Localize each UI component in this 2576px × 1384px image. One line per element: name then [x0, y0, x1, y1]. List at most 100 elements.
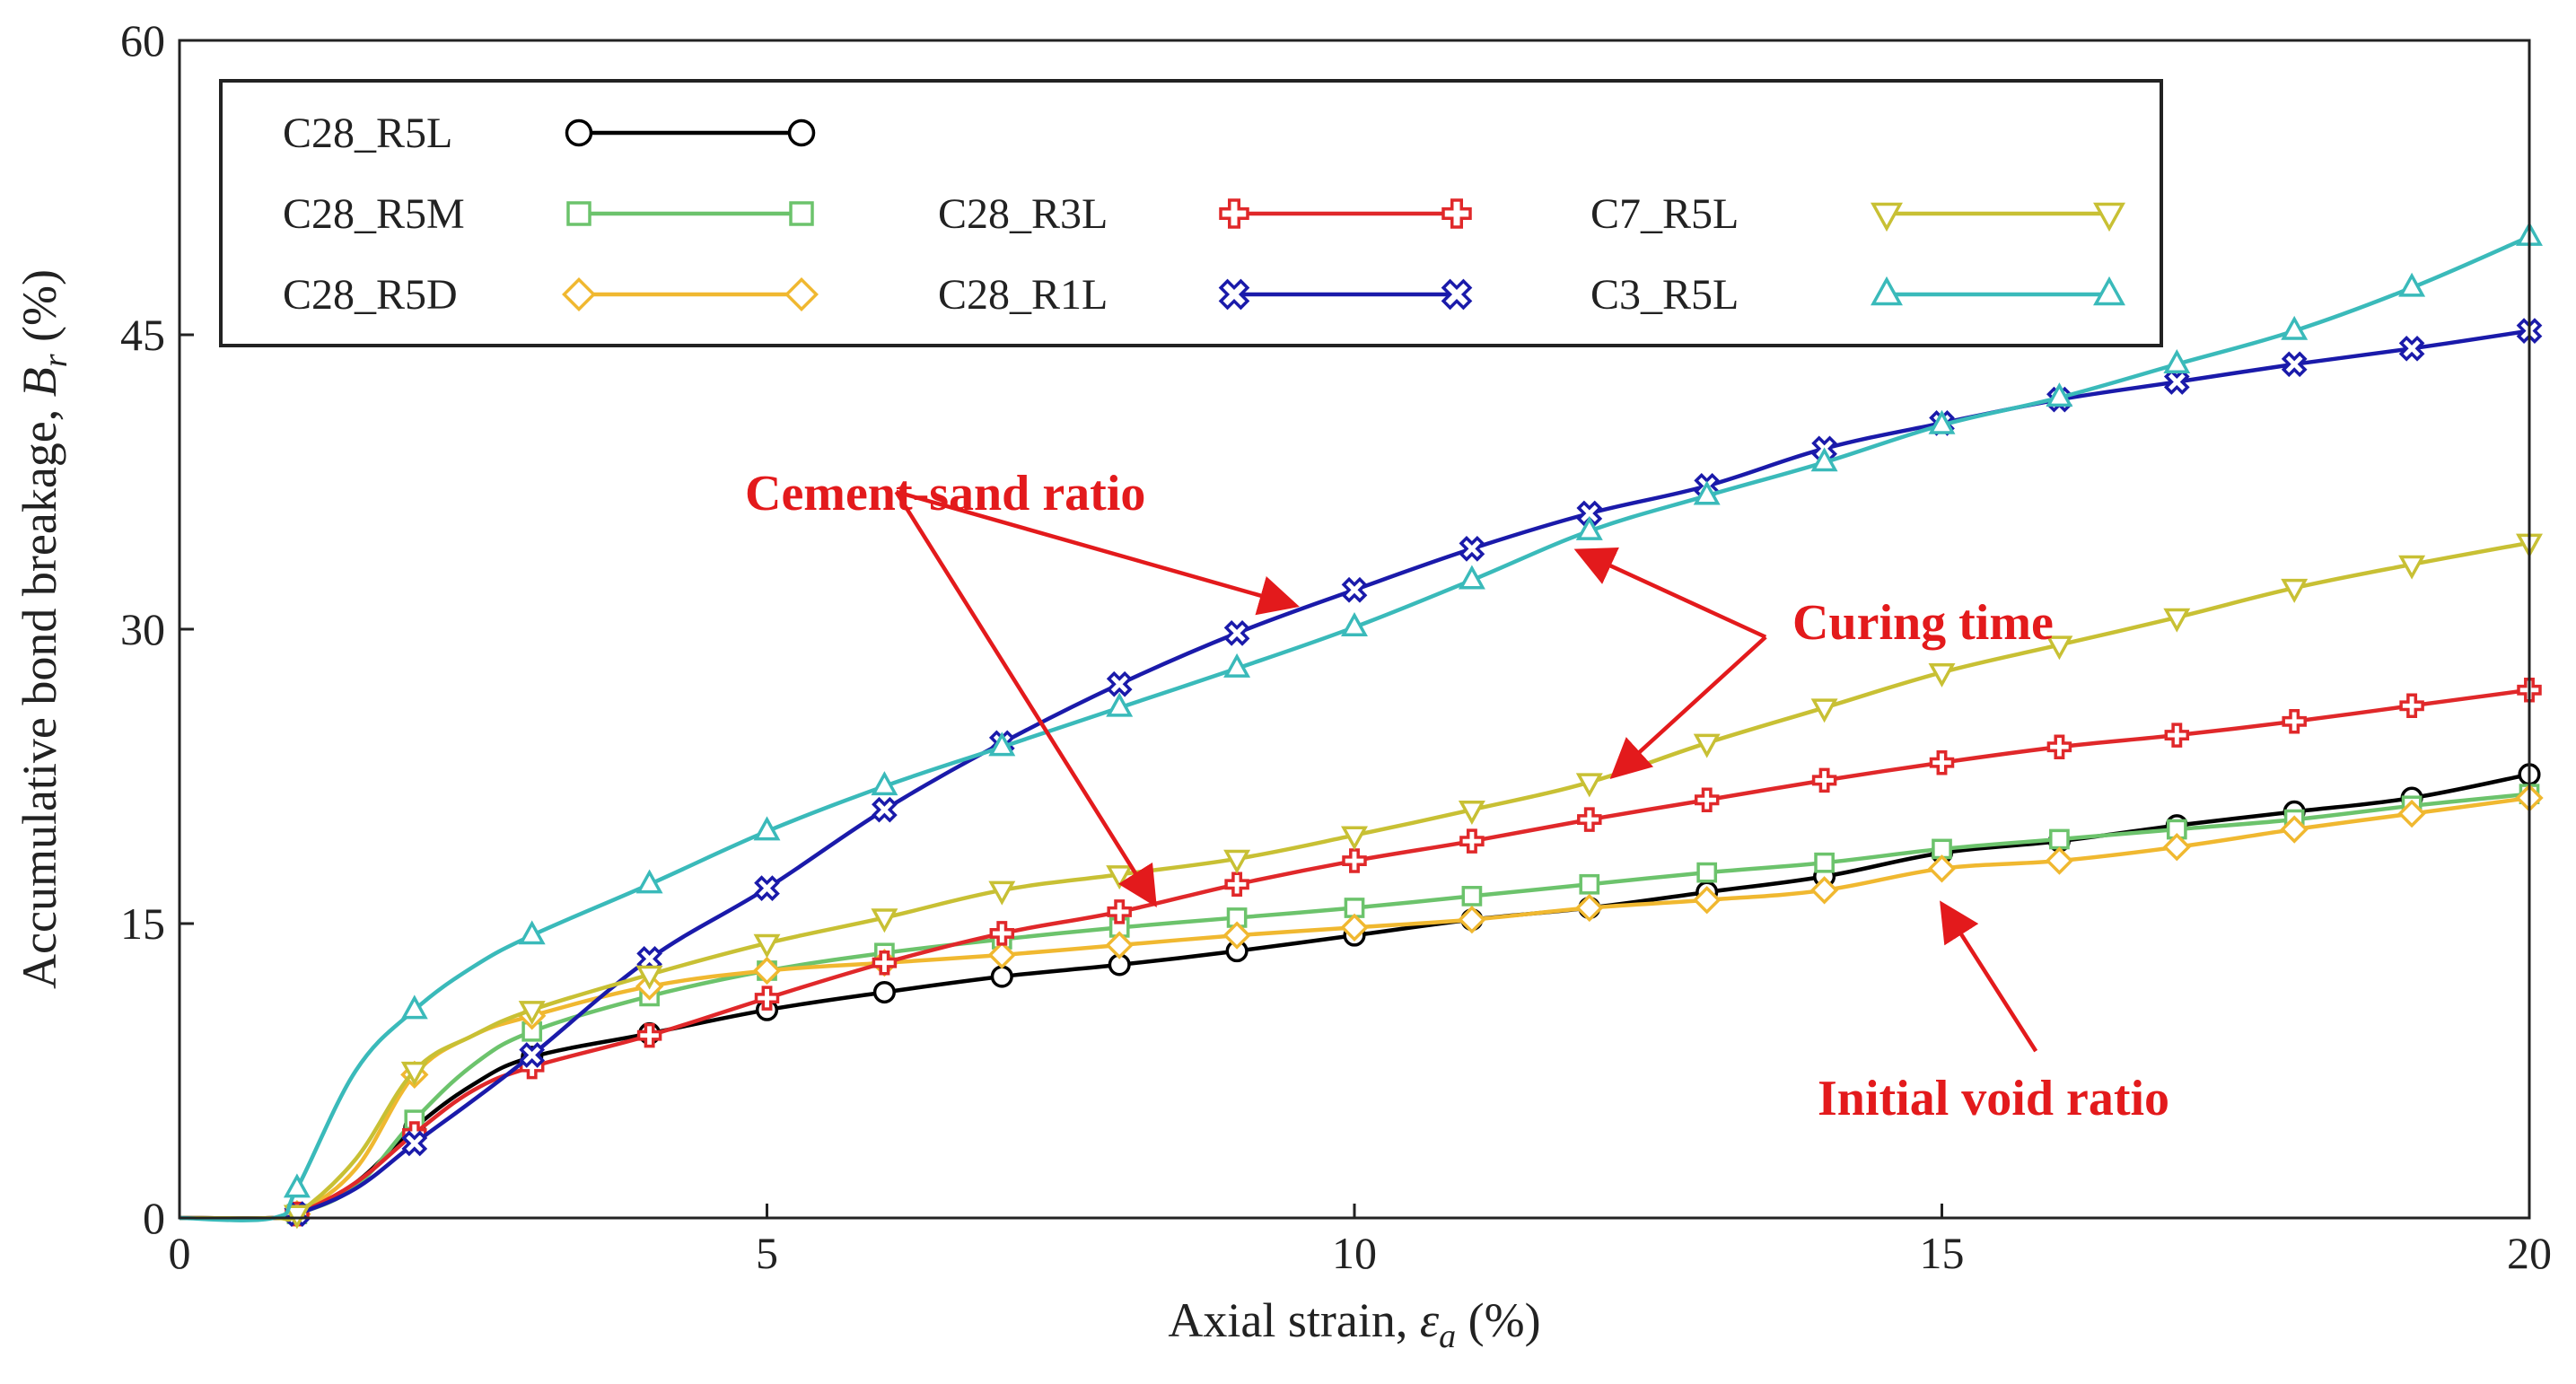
plus-marker [2399, 693, 2424, 719]
triangle-down-marker [2398, 555, 2426, 580]
legend-box [219, 79, 2163, 347]
annotation-arrow [895, 489, 1300, 616]
y-tick-label: 45 [120, 310, 165, 360]
triangle-up-marker [2163, 348, 2191, 373]
legend-label: C28_R3L [938, 190, 1108, 238]
series-layer [179, 221, 2544, 1230]
x-marker-shape [1218, 278, 1250, 311]
x-marker-shape [1341, 576, 1368, 603]
diamond-marker [2162, 833, 2191, 862]
annotation-arrow [894, 490, 1157, 907]
x-marker-shape [2398, 335, 2425, 362]
legend-entry-C3_R5L: C3_R5L [1590, 271, 2125, 319]
x-marker-shape [2281, 351, 2308, 378]
triangle-up-marker [1693, 480, 1721, 505]
triangle-up-marker [1871, 276, 1903, 306]
plus-marker [1441, 198, 1472, 229]
x-marker [1441, 278, 1473, 311]
diamond-marker [1105, 931, 1134, 959]
triangle-up-marker [871, 771, 898, 796]
plus-marker [636, 1022, 662, 1048]
triangle-up-marker [1223, 653, 1251, 678]
annotation-void: Initial void ratio [1818, 900, 2169, 1126]
x-marker [872, 796, 898, 823]
square-marker [566, 201, 591, 226]
diamond-marker [1809, 876, 1839, 905]
diamond-marker [1222, 921, 1251, 950]
series-C28_R3L [179, 678, 2542, 1227]
triangle-down-marker [871, 908, 898, 933]
circle-marker [787, 118, 816, 147]
x-marker [2398, 335, 2425, 362]
diamond-marker [752, 956, 782, 985]
series-C7_R5L [179, 533, 2543, 1230]
triangle-down-marker [283, 1204, 311, 1230]
y-axis-title: Accumulative bond breakage, Br (%) [13, 269, 74, 989]
diamond-marker [1927, 854, 1957, 883]
annotation-layer: Cement-sand ratio Curing time Initial void… [745, 466, 2169, 1126]
plus-marker [1459, 828, 1485, 854]
triangle-down-marker [1871, 202, 1903, 232]
x-marker-shape [872, 796, 898, 823]
square-marker [2049, 828, 2070, 850]
plus-marker [1929, 749, 1955, 775]
series-line [179, 328, 2530, 1221]
x-tick-label: 0 [169, 1228, 191, 1278]
x-marker-shape [1106, 670, 1133, 697]
triangle-down-marker [988, 880, 1016, 906]
legend-label: C28_R5D [283, 271, 458, 319]
legend-label: C28_R5L [283, 109, 452, 157]
circle-marker [565, 118, 593, 147]
x-marker [1223, 620, 1250, 646]
x-marker [2281, 351, 2308, 378]
triangle-down-marker [1810, 698, 1838, 723]
series-C28_R1L [179, 318, 2543, 1227]
triangle-down-marker [400, 1061, 428, 1086]
diamond-marker [1693, 886, 1722, 915]
diamond-marker [1340, 913, 1369, 942]
plus-marker [1342, 848, 1367, 873]
plus-marker [1694, 787, 1720, 812]
x-marker [1106, 670, 1133, 697]
triangle-down-marker [518, 1001, 546, 1026]
triangle-up-marker [1810, 447, 1838, 472]
legend-entry-C28_R5D: C28_R5D [283, 271, 819, 319]
triangle-up-marker [1106, 692, 1134, 717]
triangle-up-marker [1928, 409, 1956, 434]
series-C3_R5L [179, 221, 2543, 1222]
plus-marker [1811, 767, 1837, 793]
triangle-down-marker [1693, 733, 1721, 758]
annotation-label: Cement-sand ratio [745, 466, 1145, 521]
triangle-down-marker [1575, 773, 1603, 798]
legend-entry-C7_R5L: C7_R5L [1590, 190, 2125, 238]
plus-marker [989, 921, 1015, 946]
legend-entry-C28_R3L: C28_R3L [938, 190, 1472, 238]
x-marker [1341, 576, 1368, 603]
diamond-marker [2397, 799, 2426, 828]
annotation-arrow [1573, 547, 1767, 639]
diamond-marker [1575, 893, 1604, 923]
x-marker-shape [401, 1130, 428, 1157]
annotation-label: Curing time [1792, 595, 2054, 651]
plus-marker [1107, 899, 1132, 924]
triangle-down-marker [2046, 635, 2073, 661]
triangle-up-marker [1458, 565, 1485, 590]
circle-marker [872, 980, 896, 1004]
ticks-layer: 0 5 10 15 20 0 15 30 45 60 [120, 15, 2552, 1278]
x-tick-label: 15 [1920, 1228, 1965, 1278]
annotation-curing: Curing time [1573, 547, 2054, 780]
triangle-down-marker [753, 933, 781, 959]
legend: C28_R5L C28_R5M C28_R3L C7_R5L C28_R5D C28_R1… [219, 79, 2163, 347]
triangle-up-marker [753, 816, 781, 841]
diamond-marker [562, 277, 596, 311]
legend-entry-C28_R1L: C28_R1L [938, 271, 1473, 319]
annotation-arrow [1609, 635, 1767, 780]
triangle-down-marker [2093, 202, 2125, 232]
triangle-up-marker [400, 994, 428, 1020]
circle-marker [990, 965, 1013, 988]
x-marker [1576, 500, 1603, 527]
diamond-marker [1458, 905, 1486, 934]
triangle-down-marker [2281, 578, 2309, 603]
plus-marker [2282, 709, 2307, 734]
